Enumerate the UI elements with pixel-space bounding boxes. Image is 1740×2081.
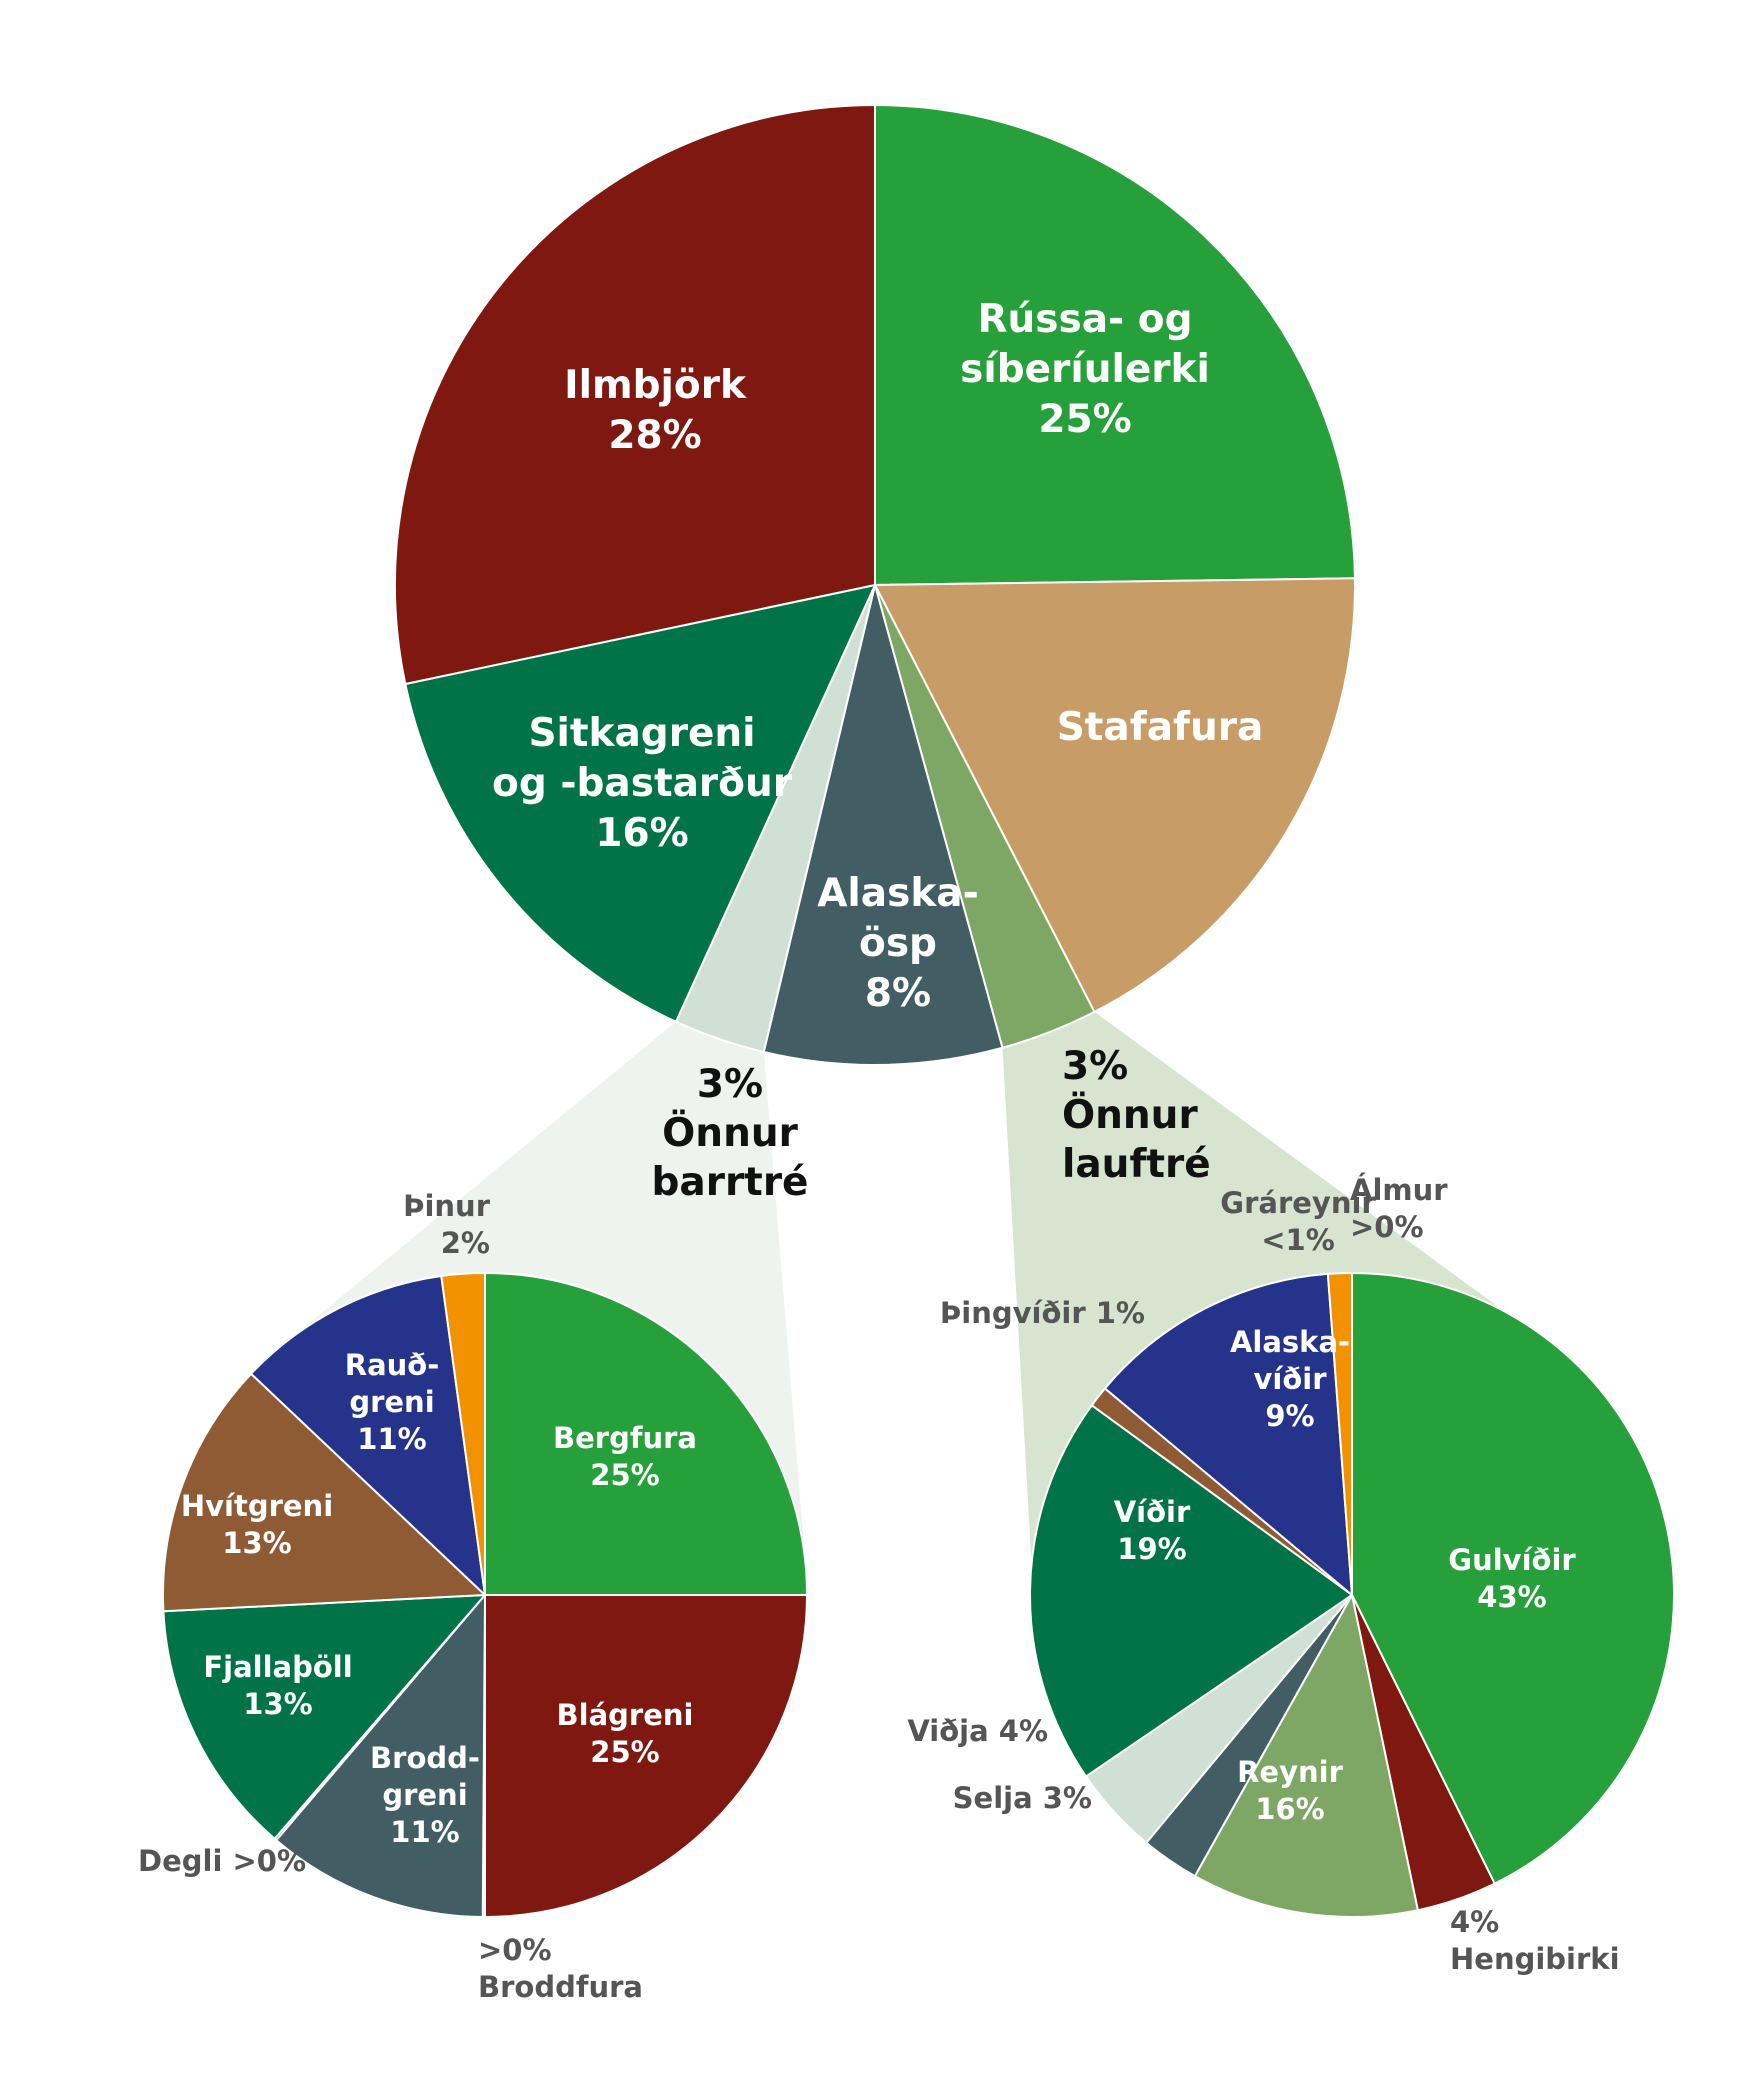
barrtre-label-thinur: Þinur 2% <box>403 1189 491 1260</box>
lauftre-label-hengibirki: 4% Hengibirki <box>1450 1905 1620 1976</box>
lauftre-label-almur: Álmur >0% <box>1350 1173 1448 1244</box>
lauftre-slice-gulvidir <box>1351 1272 1676 1885</box>
lauftre-slice-alaskavidir <box>1103 1272 1353 1596</box>
label-layer: Rússa- og síberíulerki 25% Stafafura Alaska-… <box>138 297 1620 2004</box>
barrtre-slice-bergfura <box>484 1272 808 1596</box>
barrtre-label-degli: Degli >0% <box>138 1844 306 1878</box>
lauftre-label-alaskavidir: Alaska-víðir 9% <box>1230 1325 1350 1433</box>
barrtre-label-broddfura: >0% Broddfura <box>478 1933 643 2004</box>
lauftre-label-thingvidir: Þingvíðir 1% <box>940 1296 1145 1330</box>
lauftre-label-reynir: Reynir 16% <box>1237 1755 1343 1826</box>
barrtre-label-hvitgreni: Hvítgreni 13% <box>181 1489 333 1560</box>
main-slice-stafafura <box>874 577 1356 1013</box>
barrtre-label-broddgreni: Brodd-greni 11% <box>370 1741 480 1849</box>
pie-layer <box>162 104 1676 1918</box>
main-slice-russa-og-siberiulerki <box>874 104 1356 586</box>
barrtre-slice-raudgreni <box>250 1274 486 1596</box>
main-slice-alaskaosp <box>762 584 1004 1066</box>
lauftre-label-vidja: Viðja 4% <box>907 1714 1048 1748</box>
callout-lauftre: 3% Önnur lauftré <box>1062 1044 1211 1187</box>
barrtre-slice-hvitgreni <box>162 1372 486 1613</box>
main-label-stafafura: Stafafura <box>1057 705 1264 750</box>
barrtre-slice-broddgreni <box>275 1594 486 1918</box>
main-label-russa-og-siberiulerki: Rússa- og síberíulerki 25% <box>960 297 1210 442</box>
lauftre-label-selja: Selja 3% <box>953 1781 1092 1815</box>
barrtre-label-fjallatholl: Fjallaþöll 13% <box>203 1650 352 1721</box>
lauftre-label-grareynir: Gráreynir <1% <box>1220 1186 1376 1257</box>
barrtre-slice-fjallatholl <box>162 1594 486 1840</box>
barrtre-slice-thinur <box>440 1272 486 1596</box>
barrtre-label-raudgreni: Rauð-greni 11% <box>345 1348 440 1456</box>
main-label-sitkagreni-og-bastardur: Sitkagreni og -bastarður 16% <box>492 711 793 856</box>
lauftre-slice-vidir <box>1029 1404 1353 1778</box>
lauftre-slice-grareynir <box>1326 1272 1353 1596</box>
callout-barrtre: 3% Önnur barrtré <box>651 1062 808 1205</box>
lauftre-label-vidir: Víðir 19% <box>1114 1495 1191 1566</box>
barrtre-label-bergfura: Bergfura 25% <box>553 1421 697 1492</box>
main-label-alaskaosp: Alaska-ösp 8% <box>817 871 979 1016</box>
lauftre-slice-reynir <box>1193 1594 1419 1918</box>
lauftre-label-gulvidir: Gulvíðir 43% <box>1448 1543 1576 1614</box>
barrtre-label-blagreni: Blágreni 25% <box>557 1698 694 1769</box>
main-slice-ilmbjork <box>394 104 876 685</box>
main-slice-sitkagreni-og-bastardur <box>404 584 876 1023</box>
barrtre-slice-blagreni <box>484 1594 808 1918</box>
main-label-ilmbjork: Ilmbjörk 28% <box>564 363 747 458</box>
